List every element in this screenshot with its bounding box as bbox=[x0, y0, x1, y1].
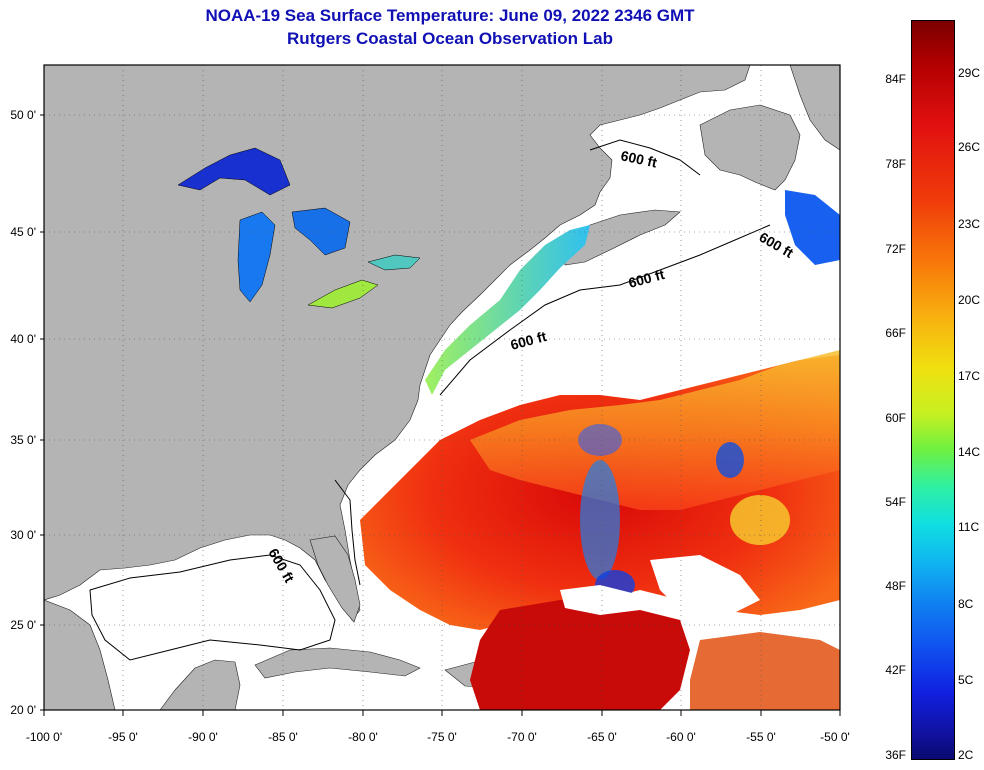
map-subtitle: Rutgers Coastal Ocean Observation Lab bbox=[287, 29, 613, 48]
land-cuba bbox=[254, 647, 421, 679]
lon-label: -100 0' bbox=[25, 730, 63, 744]
lat-label: 35 0' bbox=[10, 433, 36, 447]
lat-label: 40 0' bbox=[10, 332, 36, 346]
land-greenland-edge bbox=[789, 65, 840, 151]
colorbar-c-label: 20C bbox=[958, 293, 981, 307]
lon-label: -85 0' bbox=[268, 730, 298, 744]
colorbar-f-label: 48F bbox=[885, 579, 906, 593]
lat-label: 45 0' bbox=[10, 225, 36, 239]
lake-michigan bbox=[237, 211, 276, 303]
land-mexico bbox=[44, 599, 116, 710]
gulf-600ft-contour bbox=[89, 554, 336, 661]
colorbar-f-label: 84F bbox=[885, 72, 906, 86]
colorbar-f-label: 54F bbox=[885, 495, 906, 509]
axis-ticks bbox=[40, 114, 841, 716]
lat-label: 30 0' bbox=[10, 528, 36, 542]
colorbar-c-label: 8C bbox=[958, 597, 974, 611]
sst-cool-patch bbox=[580, 460, 620, 580]
colorbar-c-label: 2C bbox=[958, 748, 974, 762]
lake-erie bbox=[307, 279, 379, 309]
land-florida bbox=[309, 535, 361, 623]
colorbar-c-label: 23C bbox=[958, 217, 981, 231]
lon-label: -95 0' bbox=[108, 730, 138, 744]
colorbar-f-label: 42F bbox=[885, 663, 906, 677]
land-newfoundland bbox=[699, 104, 801, 191]
lat-label: 50 0' bbox=[10, 108, 36, 122]
contour-label: 600 ft bbox=[619, 147, 658, 170]
land-nova-scotia bbox=[559, 209, 681, 266]
lon-label: -55 0' bbox=[746, 730, 776, 744]
colorbar-c-label: 5C bbox=[958, 673, 974, 687]
sst-caribbean-warm bbox=[470, 600, 690, 710]
temperature-colorbar bbox=[911, 20, 955, 760]
lake-superior bbox=[177, 147, 291, 196]
lon-label: -60 0' bbox=[666, 730, 696, 744]
lon-label: -65 0' bbox=[587, 730, 617, 744]
colorbar-f-label: 66F bbox=[885, 326, 906, 340]
colorbar-f-label: 60F bbox=[885, 411, 906, 425]
sst-labrador-blue bbox=[785, 190, 840, 265]
lon-label: -80 0' bbox=[348, 730, 378, 744]
sst-southeast-warm bbox=[690, 632, 840, 710]
lon-label: -90 0' bbox=[188, 730, 218, 744]
lake-huron bbox=[291, 207, 351, 256]
sst-yellow-patch bbox=[730, 495, 790, 545]
colorbar-f-label: 72F bbox=[885, 242, 906, 256]
lat-label: 25 0' bbox=[10, 618, 36, 632]
colorbar-c-label: 14C bbox=[958, 445, 981, 459]
cloud-cover bbox=[560, 585, 640, 615]
lat-label: 20 0' bbox=[10, 703, 36, 717]
lake-ontario bbox=[367, 254, 421, 271]
land-north-america bbox=[44, 65, 751, 621]
colorbar-c-label: 11C bbox=[958, 520, 980, 534]
shelf-600ft-contour bbox=[589, 139, 701, 176]
cloud-cover bbox=[650, 555, 760, 620]
colorbar-c-label: 29C bbox=[958, 66, 981, 80]
lon-label: -70 0' bbox=[507, 730, 537, 744]
colorbar-c-label: 17C bbox=[958, 369, 981, 383]
sst-cool-patch bbox=[716, 442, 744, 478]
lon-label: -75 0' bbox=[427, 730, 457, 744]
shelf-600ft-contour bbox=[439, 224, 771, 396]
land-yucatan bbox=[159, 659, 241, 710]
map-title: NOAA-19 Sea Surface Temperature: June 09… bbox=[205, 6, 695, 25]
colorbar-f-label: 78F bbox=[885, 157, 906, 171]
lon-label: -50 0' bbox=[820, 730, 850, 744]
florida-600ft-contour bbox=[334, 479, 361, 586]
colorbar-f-label: 36F bbox=[885, 748, 906, 762]
sst-orange-band bbox=[470, 350, 840, 510]
sst-shelf-north bbox=[425, 225, 590, 395]
colorbar-c-label: 26C bbox=[958, 140, 981, 154]
